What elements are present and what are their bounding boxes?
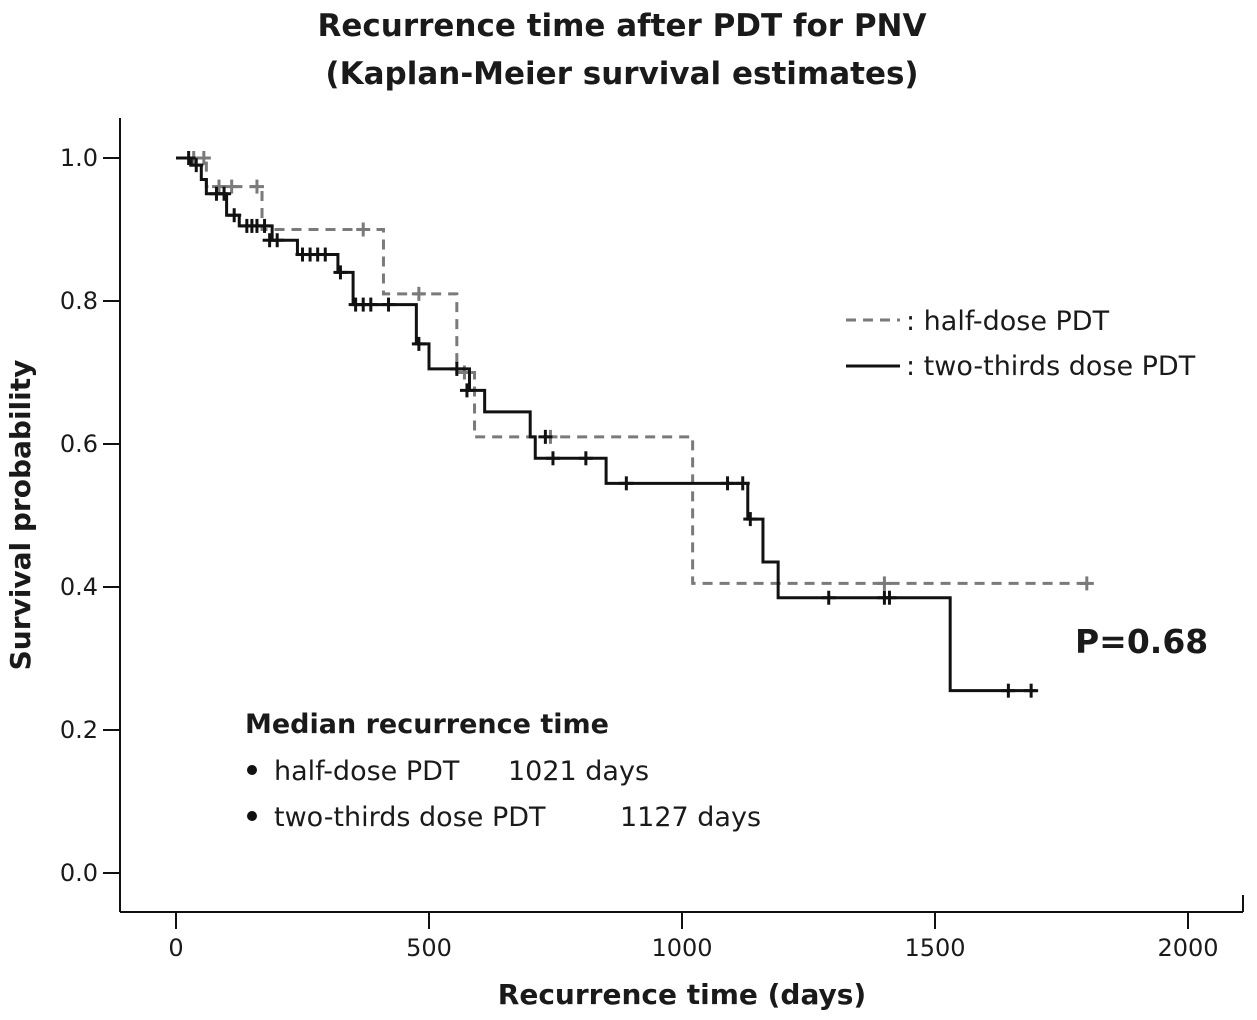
censor-mark-half-dose: [877, 576, 891, 590]
censor-mark-two-thirds: [258, 219, 272, 233]
y-tick-label: 0.2: [60, 716, 98, 744]
censor-mark-two-thirds: [318, 248, 332, 262]
y-tick-label: 0.8: [60, 287, 98, 315]
median-row-half-dose-label: half-dose PDT: [274, 756, 460, 787]
y-tick-label: 0.6: [60, 430, 98, 458]
x-tick-label: 2000: [1157, 934, 1218, 962]
x-tick-label: 0: [168, 934, 183, 962]
censor-mark-two-thirds: [382, 298, 396, 312]
p-value-annotation: P=0.68: [1075, 622, 1208, 661]
y-tick-label: 1.0: [60, 144, 98, 172]
median-header: Median recurrence time: [245, 709, 609, 740]
censor-mark-half-dose: [225, 180, 239, 194]
legend-label-half-dose: : half-dose PDT: [906, 306, 1110, 337]
censor-mark-half-dose: [356, 223, 370, 237]
censor-mark-two-thirds: [1001, 684, 1015, 698]
censor-mark-two-thirds: [579, 451, 593, 465]
censor-mark-two-thirds: [743, 512, 757, 526]
censor-mark-two-thirds: [364, 298, 378, 312]
x-ticks: 0 500 1000 1500 2000: [168, 912, 1218, 962]
x-tick-label: 1000: [651, 934, 712, 962]
censor-mark-two-thirds: [619, 476, 633, 490]
censor-mark-two-thirds: [1024, 684, 1038, 698]
x-axis-label: Recurrence time (days): [498, 978, 866, 1011]
y-tick-label: 0.0: [60, 859, 98, 887]
censor-mark-two-thirds: [822, 591, 836, 605]
censor-mark-half-dose: [197, 151, 211, 165]
median-recurrence-note: Median recurrence time half-dose PDT 102…: [245, 709, 761, 833]
censor-mark-half-dose: [412, 287, 426, 301]
censor-mark-half-dose: [1080, 576, 1094, 590]
chart-title-line-2: (Kaplan-Meier survival estimates): [325, 56, 918, 92]
series-layer: [176, 151, 1094, 698]
censor-mark-two-thirds: [721, 476, 735, 490]
bullet-icon: [247, 765, 257, 775]
censor-mark-two-thirds: [460, 383, 474, 397]
median-row-two-thirds-value: 1127 days: [620, 802, 761, 833]
series-line-two-thirds: [176, 158, 1036, 691]
km-chart: Recurrence time after PDT for PNV (Kapla…: [0, 0, 1257, 1020]
censor-mark-two-thirds: [546, 451, 560, 465]
y-axis-label: Survival probability: [4, 360, 37, 671]
legend: : half-dose PDT : two-thirds dose PDT: [846, 306, 1196, 382]
x-tick-label: 500: [406, 934, 452, 962]
chart-title-line-1: Recurrence time after PDT for PNV: [317, 8, 926, 44]
bullet-icon: [247, 811, 257, 821]
median-row-two-thirds-label: two-thirds dose PDT: [274, 802, 546, 833]
y-ticks: 0.0 0.2 0.4 0.6 0.8 1.0: [60, 144, 120, 887]
x-tick-label: 1500: [904, 934, 965, 962]
censor-mark-two-thirds: [412, 337, 426, 351]
median-row-half-dose-value: 1021 days: [508, 756, 649, 787]
y-tick-label: 0.4: [60, 573, 98, 601]
legend-label-two-thirds: : two-thirds dose PDT: [906, 351, 1196, 382]
censor-mark-two-thirds: [333, 265, 347, 279]
